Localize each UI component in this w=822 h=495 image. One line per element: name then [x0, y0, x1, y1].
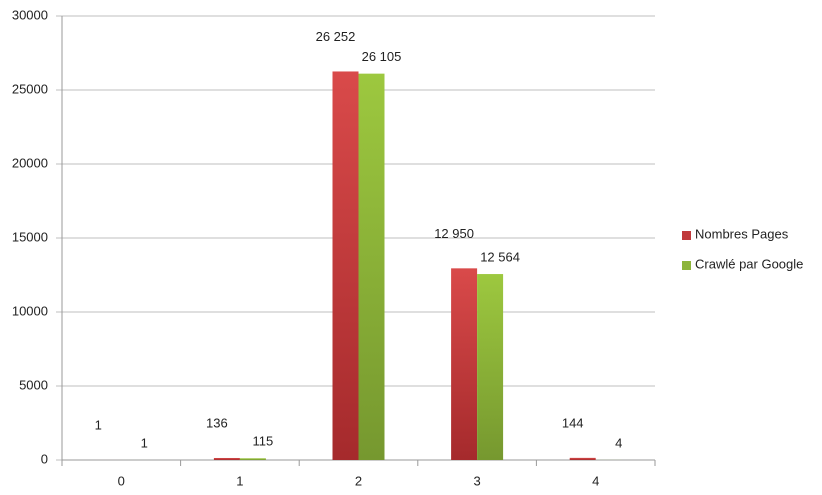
value-label: 1: [95, 417, 102, 432]
y-tick-label: 0: [41, 451, 48, 466]
y-tick-label: 25000: [12, 81, 48, 96]
value-label: 26 105: [362, 49, 402, 64]
legend-label: Nombres Pages: [695, 226, 789, 241]
value-label: 136: [206, 415, 228, 430]
y-tick-label: 15000: [12, 229, 48, 244]
y-tick-label: 10000: [12, 303, 48, 318]
value-label: 4: [615, 435, 622, 450]
legend-label: Crawlé par Google: [695, 256, 803, 271]
value-label: 144: [562, 415, 584, 430]
bar: [239, 458, 266, 460]
bar: [477, 274, 504, 460]
x-tick-label: 4: [592, 473, 599, 488]
y-tick-label: 20000: [12, 155, 48, 170]
bar: [451, 268, 478, 460]
value-label: 12 564: [480, 249, 520, 264]
bar: [332, 71, 359, 460]
bar: [569, 457, 596, 460]
bar: [358, 73, 385, 461]
y-tick-label: 30000: [12, 7, 48, 22]
legend-swatch: [682, 231, 691, 240]
x-tick-label: 1: [236, 473, 243, 488]
x-tick-label: 0: [118, 473, 125, 488]
x-tick-label: 3: [473, 473, 480, 488]
value-label: 115: [253, 434, 274, 449]
value-label: 1: [141, 435, 148, 450]
x-tick-label: 2: [355, 473, 362, 488]
y-tick-label: 5000: [19, 377, 48, 392]
legend-swatch: [682, 261, 691, 270]
value-label: 12 950: [434, 226, 474, 241]
value-label: 26 252: [316, 29, 356, 44]
bar: [213, 457, 240, 460]
